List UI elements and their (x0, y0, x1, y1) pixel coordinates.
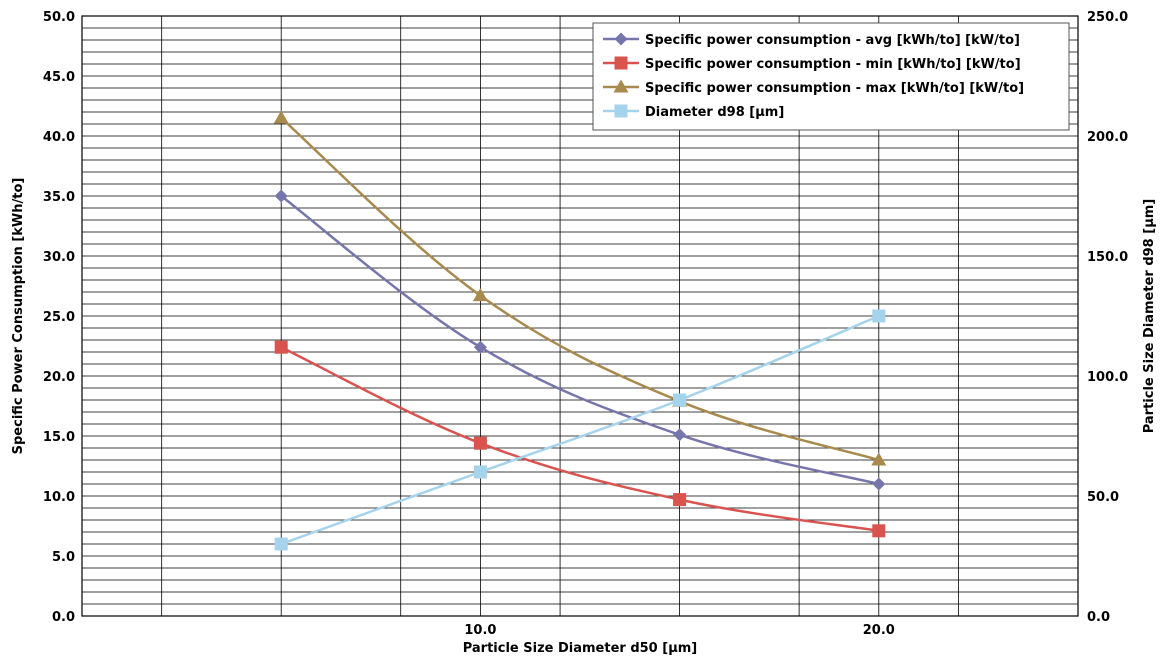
legend-box (592, 22, 1070, 131)
series-line (280, 314, 880, 546)
data-point (673, 393, 687, 407)
series-line (280, 195, 880, 486)
y-left-tick-label: 20.0 (43, 370, 75, 385)
y-right-tick-label: 0.0 (1087, 610, 1110, 625)
data-point (673, 493, 687, 507)
series-line (280, 346, 879, 533)
y-left-tick-label: 50.0 (43, 10, 75, 25)
legend-marker (614, 56, 628, 70)
legend-label: Specific power consumption - min [kWh/to… (645, 57, 1021, 72)
data-point (274, 189, 288, 203)
data-point (274, 537, 288, 551)
y-left-tick-label: 45.0 (43, 70, 75, 85)
x-tick-label: 10.0 (464, 623, 496, 638)
x-tick-label: 20.0 (863, 623, 895, 638)
data-point (473, 340, 487, 354)
series-layer (273, 110, 887, 551)
y-axis-left-title: Specific Power Consumption [kWh/to] (11, 178, 26, 455)
legend-label: Specific power consumption - avg [kWh/to… (645, 33, 1020, 48)
y-left-tick-label: 15.0 (43, 430, 75, 445)
y-left-tick-label: 40.0 (43, 130, 75, 145)
data-point (473, 465, 487, 479)
legend-marker (614, 104, 628, 118)
y-right-tick-label: 100.0 (1087, 370, 1128, 385)
y-right-tick-label: 250.0 (1087, 10, 1128, 25)
data-point (871, 452, 887, 466)
y-left-tick-label: 5.0 (52, 550, 75, 565)
x-axis-title: Particle Size Diameter d50 [µm] (463, 641, 698, 656)
data-point (872, 477, 886, 491)
legend-label: Specific power consumption - max [kWh/to… (645, 81, 1024, 96)
data-point (274, 340, 288, 354)
data-point (273, 110, 289, 124)
y-left-tick-label: 30.0 (43, 250, 75, 265)
y-left-tick-label: 35.0 (43, 190, 75, 205)
y-axis-right-title: Particle Size Diameter d98 [µm] (1142, 199, 1157, 434)
plot-frame (81, 15, 1079, 617)
y-right-tick-label: 50.0 (1087, 490, 1119, 505)
data-point (473, 436, 487, 450)
data-point (472, 288, 488, 302)
data-point (872, 524, 886, 538)
y-left-tick-label: 25.0 (43, 310, 75, 325)
legend-marker (613, 79, 629, 93)
y-right-tick-label: 150.0 (1087, 250, 1128, 265)
legend-label: Diameter d98 [µm] (645, 105, 784, 120)
tick-labels: 0.0 5.0 10.0 15.0 20.0 25.0 30.0 35.0 40.0 45.0 50… (43, 10, 1128, 638)
y-left-tick-label: 0.0 (52, 610, 75, 625)
legend: Specific power consumption - avg [kWh/to… (592, 22, 1070, 131)
legend-marker (614, 32, 628, 46)
data-point (872, 309, 886, 323)
series-line (280, 117, 880, 462)
y-left-tick-label: 10.0 (43, 490, 75, 505)
y-right-tick-label: 200.0 (1087, 130, 1128, 145)
data-point (673, 428, 687, 442)
